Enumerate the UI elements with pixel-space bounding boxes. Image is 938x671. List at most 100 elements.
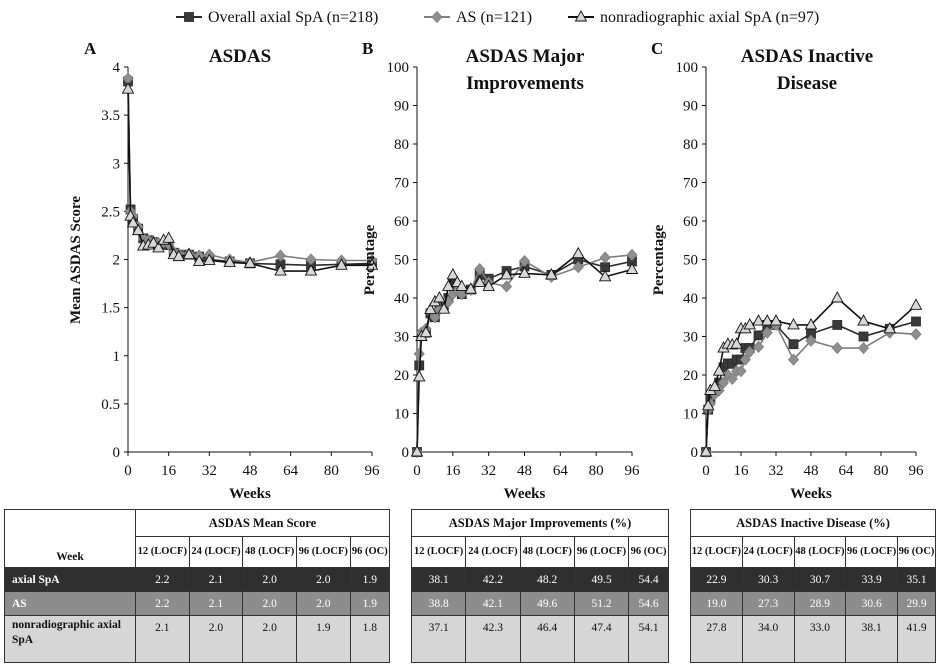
x-axis-label: Weeks <box>504 486 546 500</box>
x-tick-label: 48 <box>243 463 258 479</box>
data-point <box>857 341 870 355</box>
table-cell: 1.9 <box>349 567 391 592</box>
table-cell: 37.1 <box>410 615 467 663</box>
x-tick-label: 16 <box>734 463 750 479</box>
data-point <box>752 314 765 326</box>
data-point <box>192 254 206 266</box>
col-header: 24 (LOCF) <box>188 536 244 568</box>
legend-marker <box>431 10 443 24</box>
chart-title-line2: Disease <box>777 73 837 94</box>
data-point <box>788 339 799 350</box>
y-tick-label: 50 <box>394 253 409 269</box>
data-point <box>500 267 513 280</box>
col-header: 96 (LOCF) <box>845 536 898 568</box>
data-point <box>412 369 426 382</box>
data-point <box>832 320 843 330</box>
table-cell: 27.3 <box>741 591 795 616</box>
table-cell: 38.1 <box>845 615 898 663</box>
y-tick-label: 40 <box>683 291 698 307</box>
table-cell: 42.3 <box>465 615 521 663</box>
table-cell: 2.0 <box>242 567 297 592</box>
table-cell: 30.7 <box>793 567 847 592</box>
data-point <box>858 331 869 342</box>
week-header: Week <box>4 509 136 568</box>
y-tick-label: 10 <box>394 407 409 423</box>
data-point <box>442 279 455 291</box>
data-point <box>735 365 747 378</box>
data-point <box>518 266 531 278</box>
col-header: 48 (LOCF) <box>793 536 847 568</box>
data-point <box>571 246 585 259</box>
data-point <box>474 263 486 276</box>
data-point <box>545 267 558 280</box>
table-cell: 29.9 <box>897 591 936 616</box>
data-point <box>419 325 433 338</box>
data-point <box>482 279 495 291</box>
y-tick-label: 60 <box>683 214 698 230</box>
data-point <box>752 340 765 353</box>
table-cell: 28.9 <box>793 591 847 616</box>
legend-marker <box>184 12 194 22</box>
data-point <box>243 256 257 268</box>
data-point <box>203 253 216 265</box>
panel-letter: B <box>362 39 373 58</box>
data-point <box>910 328 922 341</box>
y-tick-label: 80 <box>683 137 698 153</box>
y-tick-label: 100 <box>387 60 410 76</box>
group-title: ASDAS Inactive Disease (%) <box>690 509 936 537</box>
table-cell: 2.2 <box>135 591 190 616</box>
table-cell: 1.9 <box>295 615 351 663</box>
table-cell: 41.9 <box>897 615 936 663</box>
col-header: 96 (OC) <box>628 536 669 568</box>
data-point <box>433 291 446 303</box>
series-line <box>127 78 372 264</box>
data-point <box>410 445 424 457</box>
chart-title: ASDAS Major <box>466 46 585 67</box>
col-header: 96 (LOCF) <box>295 536 351 568</box>
table-cell: 35.1 <box>897 567 936 592</box>
table-cell: 34.0 <box>741 615 795 663</box>
col-header: 24 (LOCF) <box>465 536 521 568</box>
panel-letter: C <box>651 39 663 58</box>
x-tick-label: 96 <box>365 463 381 479</box>
y-tick-label: 2.5 <box>101 204 120 220</box>
y-tick-label: 0 <box>691 445 699 461</box>
group-title: ASDAS Mean Score <box>135 509 390 537</box>
data-point <box>712 364 726 376</box>
y-tick-label: 20 <box>683 368 698 384</box>
x-tick-label: 64 <box>553 463 569 479</box>
y-tick-label: 4 <box>113 60 121 76</box>
table-asdas-mean-score: Week ASDAS Mean Score 12 (LOCF) 24 (LOCF… <box>4 509 391 663</box>
data-point <box>572 261 584 274</box>
x-tick-label: 64 <box>839 463 855 479</box>
data-point <box>335 258 348 270</box>
data-point <box>831 341 843 355</box>
data-point <box>455 279 469 291</box>
x-tick-label: 0 <box>702 463 710 479</box>
y-tick-label: 2 <box>113 253 121 269</box>
data-point <box>717 376 730 389</box>
chart-title: ASDAS Inactive <box>741 46 873 67</box>
y-tick-label: 30 <box>683 330 698 346</box>
data-point <box>121 82 135 94</box>
y-axis-label: Mean ASDAS Score <box>68 196 84 324</box>
table-cell: 2.0 <box>295 567 351 592</box>
data-point <box>274 249 287 262</box>
data-point <box>787 353 800 366</box>
col-header: 48 (LOCF) <box>242 536 297 568</box>
data-point <box>739 353 751 366</box>
x-tick-label: 48 <box>517 463 532 479</box>
y-tick-label: 50 <box>683 253 698 269</box>
x-tick-label: 96 <box>625 463 641 479</box>
col-header: 12 (LOCF) <box>690 536 743 568</box>
col-header: 12 (LOCF) <box>410 536 467 568</box>
x-tick-label: 64 <box>283 463 299 479</box>
y-tick-label: 0 <box>113 445 121 461</box>
table-asdas-major-improvements: ASDAS Major Improvements (%) 12 (LOCF) 2… <box>410 509 669 663</box>
data-point <box>708 379 722 391</box>
data-point <box>830 291 844 303</box>
y-tick-label: 90 <box>683 99 698 115</box>
data-point <box>162 231 175 243</box>
col-header: 12 (LOCF) <box>135 536 190 568</box>
data-point <box>598 269 612 282</box>
